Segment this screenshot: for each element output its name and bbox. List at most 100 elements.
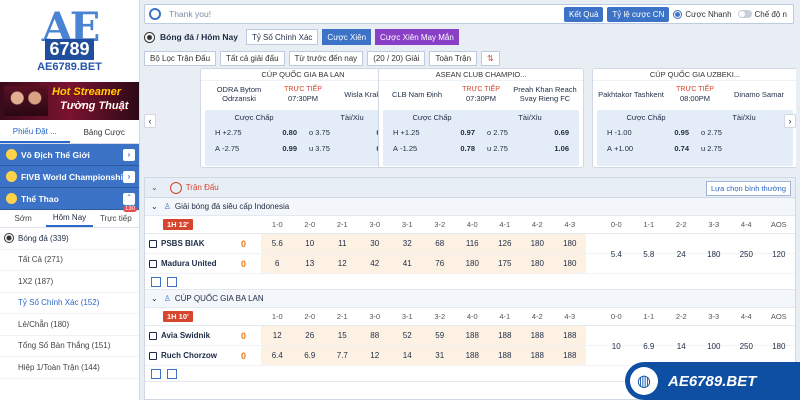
match-card[interactable]: CÚP QUỐC GIA BA LAN ODRA Bytom Odrzanski… (200, 68, 406, 168)
odds-cell[interactable]: 120 (772, 249, 786, 259)
list-item[interactable]: Hiệp 1/Toàn Trận (144) (0, 357, 139, 379)
league-count[interactable]: (20 / 20) Giải (367, 50, 426, 66)
odds-cell[interactable]: 12 (370, 351, 380, 360)
under-odds[interactable]: u 2.75 1.06 (481, 144, 575, 153)
odds-cell[interactable]: 12 (272, 331, 282, 340)
parlay-button[interactable]: Cược Xiên (322, 29, 372, 45)
odds-cell[interactable]: 188 (563, 331, 577, 340)
odds-cell[interactable]: 188 (530, 331, 544, 340)
odds-cell[interactable]: 180 (772, 341, 786, 351)
odds-cell[interactable]: 175 (498, 259, 512, 268)
search-icon[interactable] (149, 8, 161, 20)
over-odds[interactable]: o 2.75 (695, 128, 789, 137)
odds-cell[interactable]: 32 (402, 239, 412, 248)
under-odds[interactable]: u 2.75 (695, 144, 789, 153)
section-fivb[interactable]: FIVB World Championship › (0, 166, 139, 188)
odds-cell[interactable]: 52 (402, 331, 412, 340)
collapse-icon[interactable]: ⌄ (151, 183, 158, 192)
brand-logo[interactable]: AE 6789 AE6789.BET (0, 0, 139, 82)
period-select[interactable]: Toàn Trận (429, 50, 478, 66)
tab-bet-list[interactable]: Bảng Cược (83, 128, 125, 137)
odds-cell[interactable]: 5.6 (271, 239, 283, 248)
match-card[interactable]: ASEAN CLUB CHAMPIO... CLB Nam Định TRỰC … (378, 68, 584, 168)
list-item[interactable]: 1X2 (187) (0, 271, 139, 293)
odds-cell[interactable]: 6 (275, 259, 280, 268)
odds-cell[interactable]: 5.8 (643, 249, 655, 259)
quick-bet-radio[interactable]: Cược Nhanh (673, 9, 732, 19)
odds-cell[interactable]: 6.4 (271, 351, 283, 360)
stats-icon[interactable] (151, 276, 161, 287)
odds-cell[interactable]: 42 (370, 259, 380, 268)
tab-live[interactable]: Trực tiếp (99, 214, 132, 223)
chart-icon[interactable] (167, 276, 177, 287)
league-select[interactable]: Tất cả giải đấu (220, 50, 285, 66)
handicap-home[interactable]: H +1.25 0.97 (387, 128, 481, 137)
streamer-banner[interactable]: Hot Streamer Tường Thuật (0, 82, 139, 120)
odds-cell[interactable]: 7.7 (336, 351, 348, 360)
search-input[interactable]: Thank you! (169, 9, 212, 19)
sort-select[interactable]: Lựa chọn bình thường (705, 181, 791, 196)
odds-cell[interactable]: 250 (739, 249, 753, 259)
odds-cell[interactable]: 188 (498, 331, 512, 340)
odds-cell[interactable]: 180 (563, 239, 577, 248)
odds-cell[interactable]: 100 (707, 341, 721, 351)
odds-cell[interactable]: 13 (305, 259, 315, 268)
odds-cell[interactable]: 180 (707, 249, 721, 259)
odds-cell[interactable]: 10 (305, 239, 315, 248)
section-world-cup[interactable]: Vô Địch Thế Giới › (0, 144, 139, 166)
odds-cell[interactable]: 31 (435, 351, 445, 360)
handicap-away[interactable]: A -1.25 0.78 (387, 144, 481, 153)
list-item[interactable]: Tất Cả (271) (0, 250, 139, 271)
odds-cell[interactable]: 24 (676, 249, 686, 259)
handicap-away[interactable]: A +1.00 0.74 (601, 144, 695, 153)
list-item[interactable]: Tỷ Số Chính Xác (152) (0, 293, 139, 314)
odds-cell[interactable]: 30 (370, 239, 380, 248)
time-select[interactable]: Từ trước đến nay (288, 50, 364, 66)
odds-cell[interactable]: 188 (530, 351, 544, 360)
odds-cell[interactable]: 12 (337, 259, 347, 268)
odds-cell[interactable]: 180 (465, 259, 479, 268)
odds-cell[interactable]: 41 (402, 259, 412, 268)
handicap-home[interactable]: H +2.75 0.80 (209, 128, 303, 137)
odds-cell[interactable]: 180 (530, 259, 544, 268)
odds-cell[interactable]: 180 (563, 259, 577, 268)
odds-cell[interactable]: 14 (676, 341, 686, 351)
odds-cell[interactable]: 11 (338, 239, 347, 248)
odds-cell[interactable]: 126 (498, 239, 512, 248)
odds-cell[interactable]: 180 (530, 239, 544, 248)
odds-cell[interactable]: 6.9 (304, 351, 316, 360)
list-item[interactable]: Lẻ/Chẵn (180) (0, 314, 139, 336)
odds-cell[interactable]: 188 (465, 331, 479, 340)
odds-cell[interactable]: 76 (435, 259, 445, 268)
league-row[interactable]: ⌄ ♙ Giải bóng đá siêu cấp Indonesia (145, 198, 795, 216)
sort-arrows-icon[interactable]: ⇅ (481, 50, 500, 66)
odds-cell[interactable]: 5.4 (610, 249, 622, 259)
mode-toggle[interactable]: Chế độ n (737, 10, 787, 19)
odds-type-select[interactable]: Tỷ lệ cược CN (607, 6, 670, 22)
odds-cell[interactable]: 26 (305, 331, 315, 340)
handicap-away[interactable]: A -2.75 0.99 (209, 144, 303, 153)
odds-cell[interactable]: 188 (498, 351, 512, 360)
league-row[interactable]: ⌄ ♙ CÚP QUỐC GIA BA LAN (145, 290, 795, 308)
odds-cell[interactable]: 15 (337, 331, 347, 340)
stats-icon[interactable] (151, 368, 161, 379)
odds-cell[interactable]: 10 (611, 341, 621, 351)
market-select[interactable]: Tỷ Số Chính Xác (245, 29, 319, 45)
section-sports[interactable]: Thể Thao ˆ (0, 188, 139, 210)
odds-cell[interactable]: 6.9 (643, 341, 655, 351)
odds-cell[interactable]: 59 (435, 331, 445, 340)
match-card[interactable]: CÚP QUỐC GIA UZBEKI... Pakhtakor Tashken… (592, 68, 796, 168)
results-button[interactable]: Kết Quả (564, 6, 604, 22)
tab-betslip[interactable]: Phiếu Đặt ... (0, 122, 70, 143)
odds-cell[interactable]: 250 (739, 341, 753, 351)
tab-early[interactable]: Sớm (14, 214, 32, 223)
odds-cell[interactable]: 188 (465, 351, 479, 360)
handicap-home[interactable]: H -1.00 0.95 (601, 128, 695, 137)
odds-cell[interactable]: 14 (402, 351, 412, 360)
over-odds[interactable]: o 2.75 0.69 (481, 128, 575, 137)
odds-cell[interactable]: 68 (435, 239, 445, 248)
chevron-right-icon[interactable]: › (784, 114, 796, 128)
list-item[interactable]: Tổng Số Bàn Thắng (151) (0, 336, 139, 357)
chevron-left-icon[interactable]: ‹ (144, 114, 156, 128)
lucky-parlay-button[interactable]: Cược Xiên May Mắn (375, 29, 459, 45)
